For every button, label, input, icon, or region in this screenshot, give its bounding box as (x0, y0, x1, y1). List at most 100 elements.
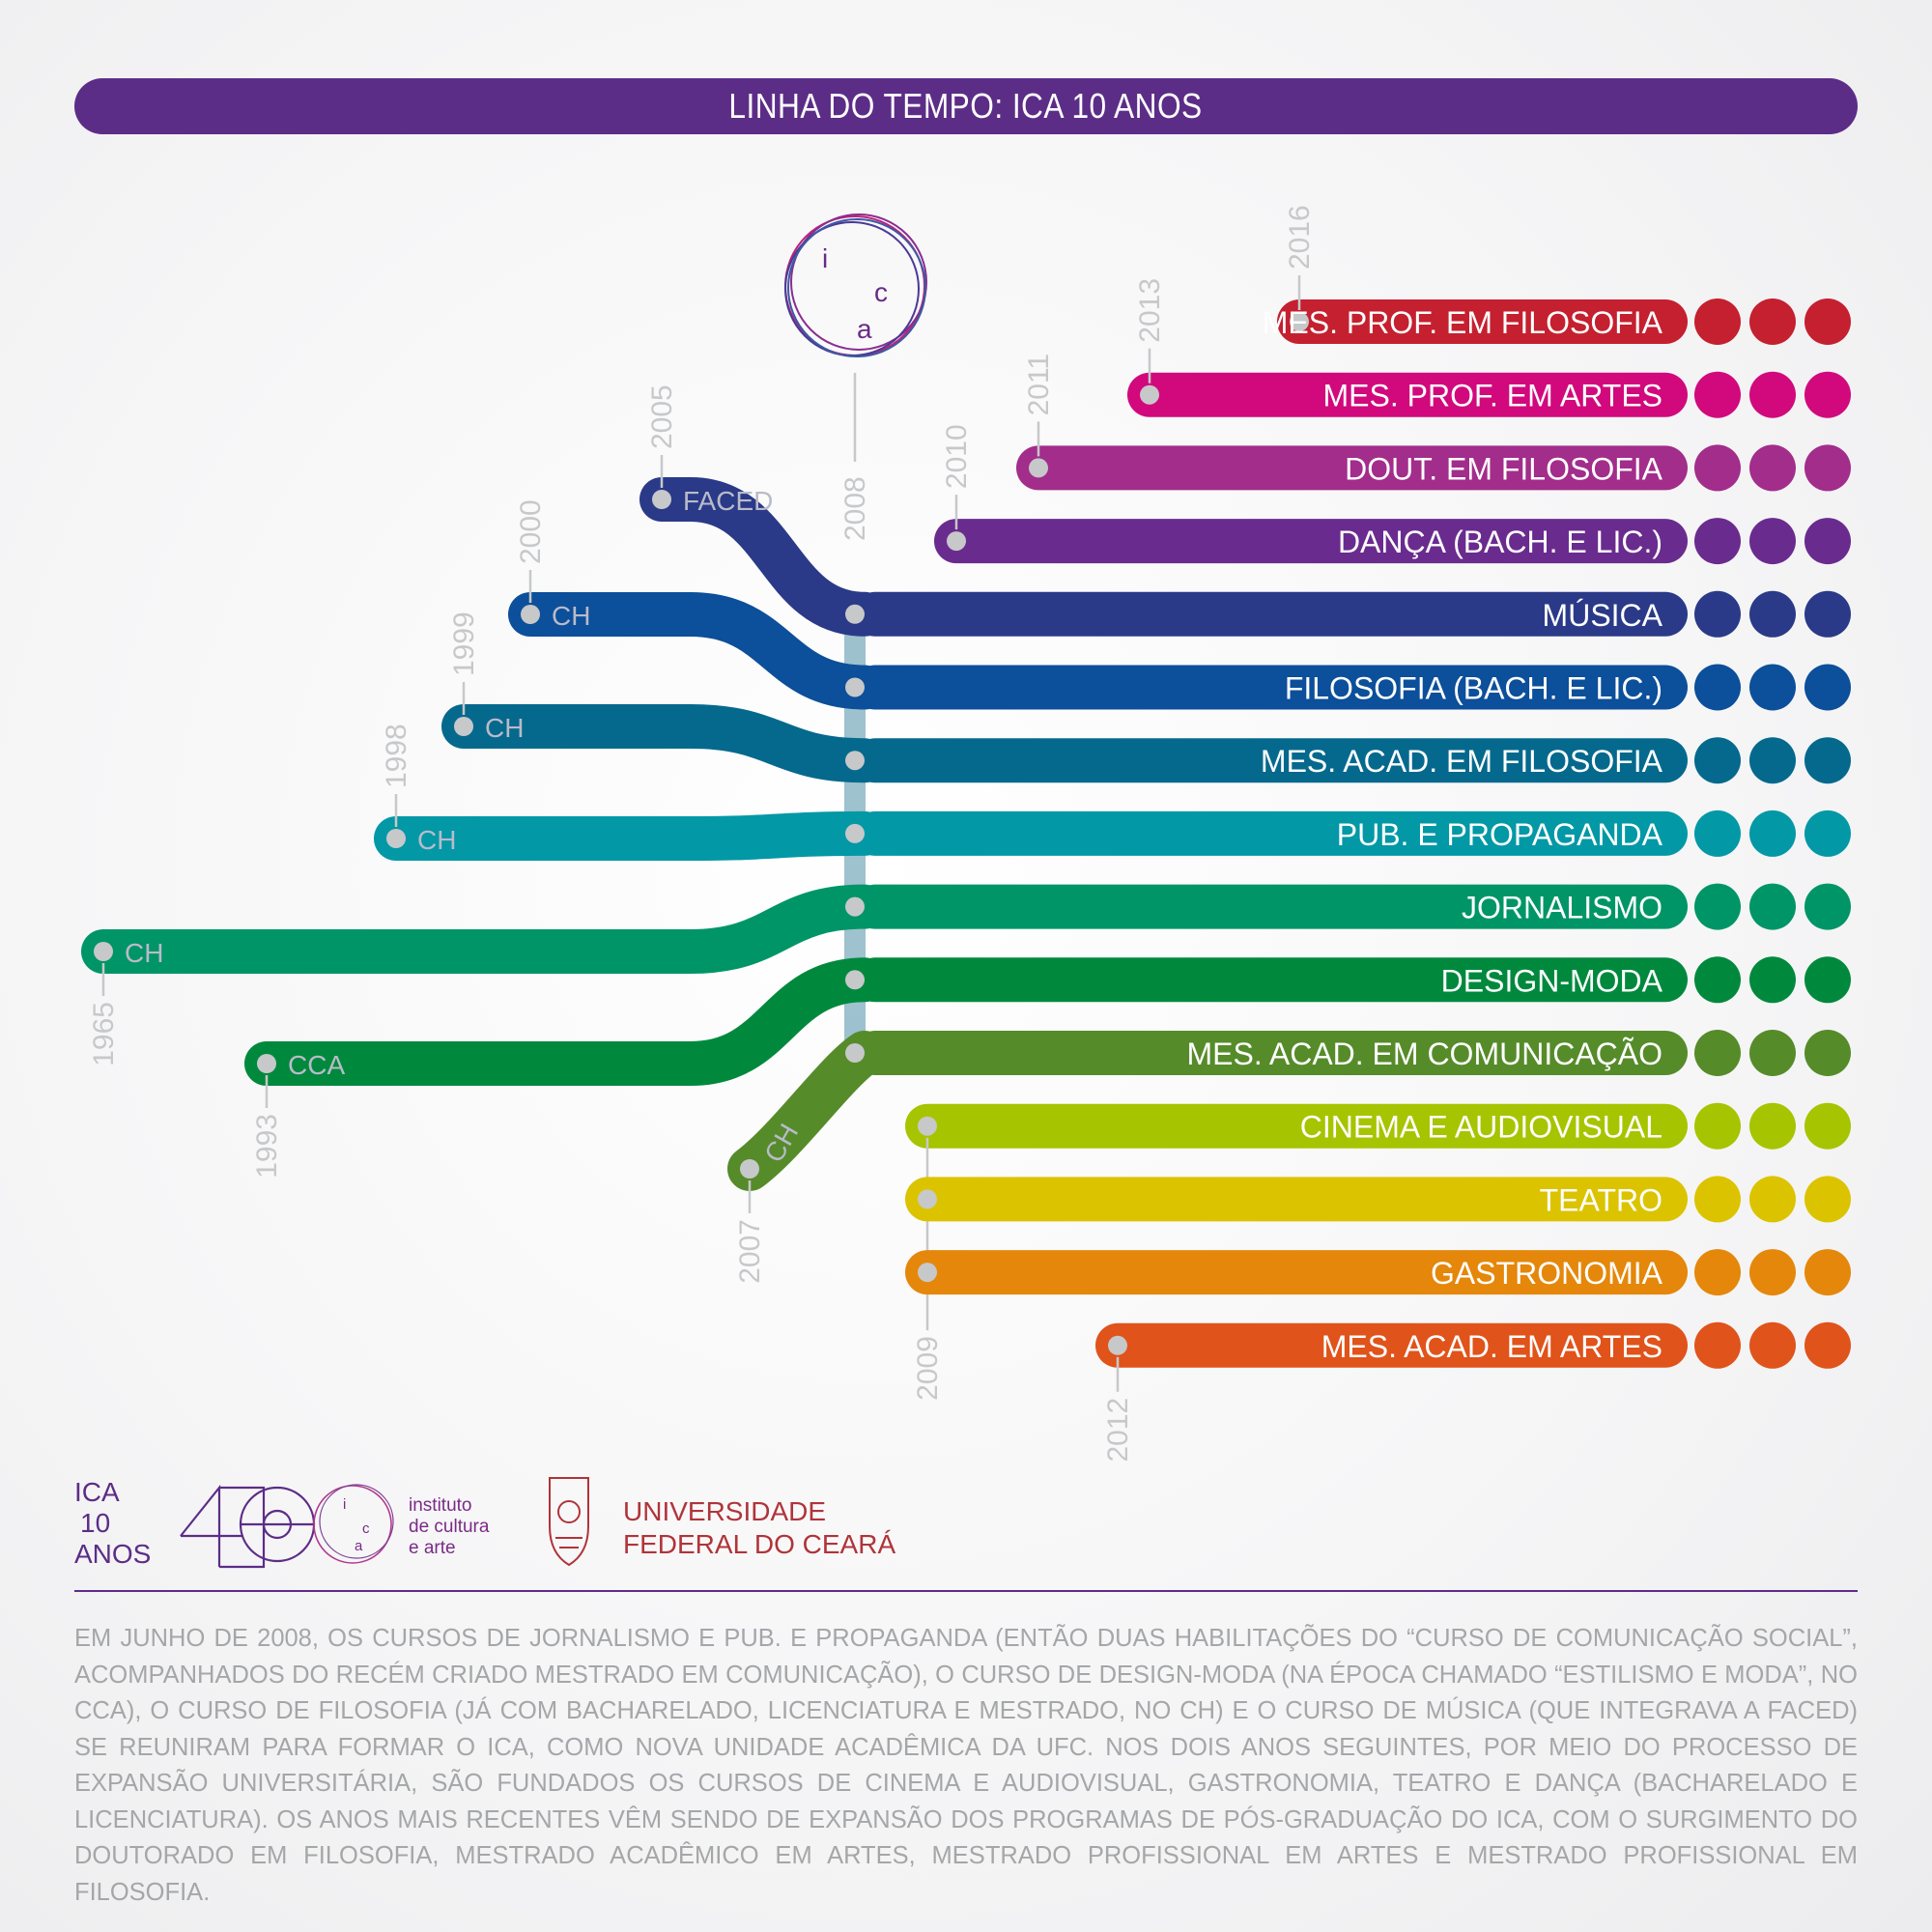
course-row-8: JORNALISMO (845, 883, 1851, 930)
year-label: 2005 (646, 384, 678, 449)
course-label: MÚSICA (1543, 598, 1663, 633)
course-bar (905, 1177, 1688, 1222)
course-row-4: MÚSICA (845, 590, 1851, 638)
year-label: 2016 (1284, 205, 1316, 270)
trailing-dot-3 (1804, 444, 1851, 492)
course-label: MES. PROF. EM FILOSOFIA (1263, 305, 1663, 340)
trailing-dot-1 (1694, 956, 1741, 1004)
trailing-dot-2 (1749, 444, 1796, 492)
course-row-11: CINEMA E AUDIOVISUAL 2009 (905, 1102, 1851, 1401)
trailing-dot-3 (1804, 298, 1851, 345)
footer-divider (74, 1590, 1858, 1592)
course-row-1: MES. PROF. EM ARTES 2013 (1127, 278, 1851, 418)
course-start-dot (1140, 384, 1159, 405)
course-bar (853, 1031, 1688, 1075)
course-start-dot (1290, 312, 1309, 331)
course-row-10: MES. ACAD. EM COMUNICAÇÃO (845, 1030, 1851, 1076)
trailing-dot-3 (1804, 664, 1851, 711)
trailing-dot-2 (1749, 590, 1796, 638)
trailing-dot-3 (1804, 1030, 1851, 1076)
course-bar (1095, 1322, 1688, 1368)
center-2008-group: 2008 i ca (784, 213, 927, 541)
origin-path (639, 477, 887, 637)
page-title: LINHA DO TEMPO: ICA 10 ANOS (728, 86, 1204, 126)
trailing-dot-2 (1749, 737, 1796, 784)
trailing-dot-1 (1694, 371, 1741, 418)
origin-label: CCA (288, 1050, 345, 1080)
logo-ring-4 (787, 218, 926, 357)
trailing-dot-3 (1804, 371, 1851, 418)
origin-dot (454, 717, 473, 736)
ufc-logo: UNIVERSIDADE FEDERAL DO CEARÁ (549, 1477, 895, 1567)
course-start-dot (1029, 458, 1048, 478)
course-label: GASTRONOMIA (1431, 1256, 1663, 1291)
footer-logos: ICA 10 ANOS i c a instituto de cultura e… (74, 1468, 944, 1575)
course-bar (853, 665, 1688, 710)
course-bar (905, 1250, 1688, 1295)
trailing-dot-2 (1749, 810, 1796, 857)
course-row-3: DANÇA (BACH. E LIC.) 2010 (934, 424, 1851, 565)
course-bar (1277, 299, 1688, 344)
course-start-dot (845, 823, 865, 843)
instituto-line1: instituto (409, 1495, 471, 1516)
course-bar (1127, 372, 1688, 417)
course-row-6: MES. ACAD. EM FILOSOFIA (845, 737, 1851, 784)
origin-path (374, 810, 887, 861)
course-bar (853, 591, 1688, 637)
year-label: 2000 (515, 499, 547, 564)
course-start-dot (1108, 1335, 1127, 1355)
course-row-5: FILOSOFIA (BACH. E LIC.) (845, 664, 1851, 711)
trailing-dot-3 (1804, 883, 1851, 930)
description-paragraph: EM JUNHO DE 2008, OS CURSOS DE JORNALISM… (74, 1625, 1858, 1906)
year-label: 1993 (251, 1114, 283, 1179)
origin-path (81, 884, 887, 974)
trailing-dot-1 (1694, 737, 1741, 784)
course-bar (853, 738, 1688, 783)
trailing-dot-2 (1749, 518, 1796, 565)
trailing-dot-3 (1804, 1249, 1851, 1296)
year-label: 1965 (88, 1002, 120, 1066)
course-row-7: PUB. E PROPAGANDA (845, 810, 1851, 857)
course-bar (853, 957, 1688, 1003)
origin-label: FACED (683, 486, 773, 516)
course-start-dot (845, 677, 865, 697)
year-label: 2010 (941, 424, 973, 489)
trailing-dot-1 (1694, 298, 1741, 345)
course-label: PUB. E PROPAGANDA (1337, 817, 1663, 852)
course-label: MES. ACAD. EM ARTES (1321, 1329, 1662, 1364)
trailing-dot-2 (1749, 956, 1796, 1004)
origin-branch-9: CCA 1993 (244, 957, 887, 1179)
course-bar (1016, 445, 1688, 491)
course-label: DANÇA (BACH. E LIC.) (1338, 525, 1662, 559)
trailing-dot-3 (1804, 518, 1851, 565)
year-label: 2013 (1134, 278, 1166, 343)
course-label: DOUT. EM FILOSOFIA (1345, 451, 1663, 486)
course-bar (934, 519, 1688, 564)
origin-label: CH (125, 938, 163, 968)
origin-dot (652, 490, 671, 509)
origin-branch-5: CH 2000 (508, 499, 887, 710)
trailing-dot-1 (1694, 444, 1741, 492)
trailing-dot-1 (1694, 1321, 1741, 1369)
origin-label: CH (417, 825, 456, 855)
center-year-label: 2008 (839, 476, 871, 541)
origin-branch-8: CH 1965 (81, 884, 887, 1066)
logo-letter-c: c (874, 277, 888, 307)
origin-path (508, 592, 887, 710)
course-label: TEATRO (1540, 1182, 1662, 1217)
course-label: JORNALISMO (1462, 891, 1662, 925)
origin-label: CH (552, 601, 590, 631)
origin-dot (521, 605, 540, 624)
trailing-dot-1 (1694, 1102, 1741, 1150)
trailing-dot-2 (1749, 1321, 1796, 1369)
origin-path (244, 957, 887, 1086)
logo-letter-a: a (857, 314, 872, 344)
course-bar (853, 810, 1688, 856)
trailing-dot-3 (1804, 810, 1851, 857)
trailing-dot-1 (1694, 810, 1741, 857)
trailing-dot-3 (1804, 737, 1851, 784)
title-bar: LINHA DO TEMPO: ICA 10 ANOS (74, 78, 1858, 134)
course-label: CINEMA E AUDIOVISUAL (1300, 1110, 1662, 1145)
trailing-dot-3 (1804, 1176, 1851, 1223)
origin-branch-6: CH 1999 (441, 611, 887, 783)
